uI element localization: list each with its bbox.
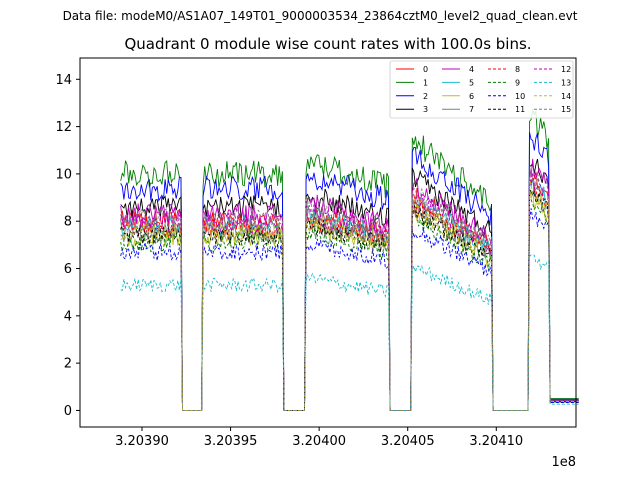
series-line-5	[120, 177, 579, 411]
legend-label: 12	[561, 65, 571, 74]
legend-label: 11	[515, 105, 525, 114]
legend-label: 6	[469, 92, 474, 101]
x-offset-label: 1e8	[551, 455, 576, 470]
legend-label: 2	[423, 92, 428, 101]
legend-label: 0	[423, 65, 428, 74]
legend-label: 15	[561, 105, 571, 114]
chart-title: Quadrant 0 module wise count rates with …	[124, 35, 531, 53]
plot-area	[120, 109, 579, 411]
y-tick-label: 8	[64, 215, 72, 230]
legend-label: 7	[469, 105, 474, 114]
legend-label: 10	[515, 92, 525, 101]
legend-label: 8	[515, 65, 520, 74]
y-tick-label: 12	[55, 120, 72, 135]
series-line-1	[120, 109, 579, 411]
series-line-13	[120, 254, 579, 411]
x-tick-label: 3.20400	[292, 434, 346, 449]
legend-label: 1	[423, 78, 428, 87]
chart-supertitle: Data file: modeM0/AS1A07_149T01_90000035…	[63, 9, 578, 23]
legend-label: 9	[515, 78, 520, 87]
y-tick-label: 0	[64, 404, 72, 419]
x-axis: 3.20390 3.20395 3.20400 3.20405 3.20410	[115, 427, 523, 449]
axes-frame	[79, 57, 577, 428]
legend-label: 3	[423, 105, 428, 114]
series-line-14	[120, 179, 579, 411]
series-line-8	[120, 175, 579, 411]
y-tick-label: 4	[64, 309, 72, 324]
legend-frame	[389, 60, 574, 119]
y-tick-label: 6	[64, 262, 72, 277]
x-tick-label: 3.20405	[381, 434, 435, 449]
y-tick-label: 14	[55, 73, 72, 88]
series-line-2	[120, 132, 579, 411]
series-line-9	[120, 198, 579, 411]
series-line-4	[120, 158, 579, 411]
y-tick-label: 2	[64, 357, 72, 372]
y-tick-label: 10	[55, 167, 72, 182]
legend-label: 5	[469, 78, 474, 87]
legend-label: 13	[561, 78, 571, 87]
x-tick-label: 3.20390	[115, 434, 169, 449]
legend-label: 14	[561, 92, 571, 101]
legend-label: 4	[469, 65, 474, 74]
x-tick-label: 3.20410	[469, 434, 523, 449]
x-tick-label: 3.20395	[204, 434, 258, 449]
y-axis: 0 2 4 6 8 10 12 14	[55, 73, 80, 419]
series-line-3	[120, 158, 579, 411]
